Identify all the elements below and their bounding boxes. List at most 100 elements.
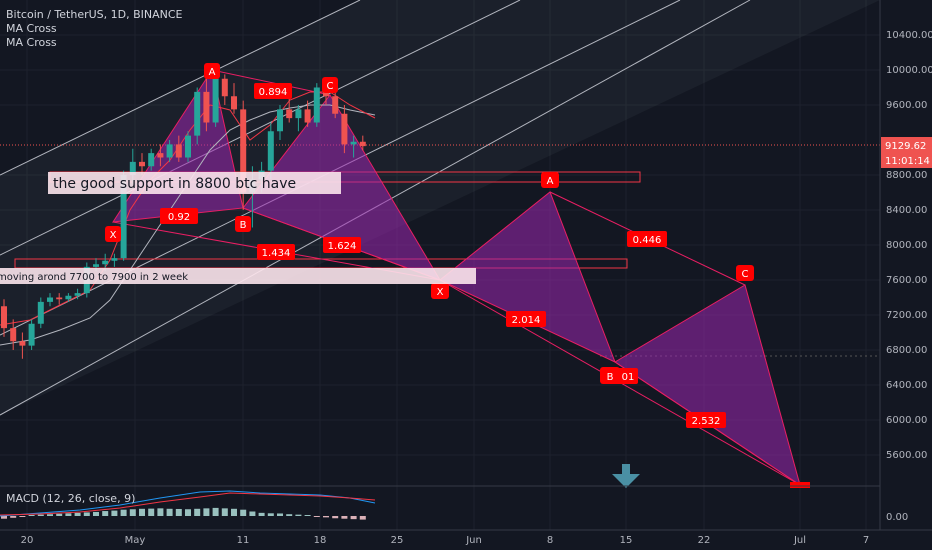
macd-bar <box>37 514 44 516</box>
macd-bar <box>157 508 164 516</box>
candle-body <box>148 153 155 167</box>
time-tick: 7 <box>863 535 869 546</box>
label-c2-box <box>736 265 754 281</box>
candle-body <box>277 109 283 132</box>
macd-bar <box>277 513 283 516</box>
arrow-down-icon[interactable] <box>612 464 640 488</box>
macd-bar <box>47 514 53 516</box>
candle-body <box>120 175 127 259</box>
candle-body <box>221 78 228 97</box>
macd-histogram <box>1 507 366 520</box>
macd-bar <box>341 516 348 519</box>
current-price-badge: 9129.62 11:01:14 <box>881 137 932 168</box>
macd-bar <box>120 509 127 516</box>
macd-bar <box>1 516 7 519</box>
time-tick: 8 <box>547 535 553 546</box>
time-tick: 15 <box>620 535 633 546</box>
candle-body <box>129 161 136 175</box>
candle-body <box>19 341 26 346</box>
macd-bar <box>350 516 357 520</box>
macd-bar <box>139 508 145 516</box>
candle-body <box>332 96 339 114</box>
candle-body <box>313 87 320 123</box>
harmonic-pattern-2[interactable] <box>439 191 801 487</box>
ratio-0446: 0.446 <box>633 235 662 246</box>
label-a2-box <box>541 172 559 188</box>
indicator-ma-cross-1[interactable]: MA Cross <box>6 22 57 35</box>
macd-bar <box>304 515 311 516</box>
price-axis: 10400.00 10000.00 9600.00 8800.00 8400.0… <box>886 30 932 523</box>
price-tick: 6800.00 <box>886 345 927 356</box>
range-note[interactable]: moving arond 7700 to 7900 in 2 week <box>0 268 476 284</box>
candle-body <box>157 153 164 158</box>
macd-bar <box>28 515 35 516</box>
countdown-timer: 11:01:14 <box>885 156 930 167</box>
candlestick-series <box>1 70 366 359</box>
macd-bar <box>313 516 320 517</box>
price-tick: 8800.00 <box>886 170 927 181</box>
candle-body <box>102 260 109 265</box>
time-tick: 25 <box>391 535 404 546</box>
label-d2-box <box>790 482 810 488</box>
macd-bar <box>258 512 265 516</box>
price-tick: 6400.00 <box>886 380 927 391</box>
macd-bar <box>295 514 302 516</box>
pattern-point-labels: A C B X A C X <box>105 63 810 488</box>
label-b2: B <box>607 372 614 383</box>
macd-line <box>0 490 376 517</box>
time-tick: 18 <box>314 535 327 546</box>
macd-title[interactable]: MACD (12, 26, close, 9) <box>6 492 136 505</box>
macd-bar <box>175 508 182 516</box>
indicator-ma-cross-2[interactable]: MA Cross <box>6 36 57 49</box>
label-b1-box <box>235 216 251 232</box>
macd-bar <box>286 514 293 516</box>
time-tick: Jul <box>793 535 806 546</box>
macd-bar <box>203 508 210 516</box>
candle-body <box>10 328 17 342</box>
price-tick: 6000.00 <box>886 415 927 426</box>
label-a1-box <box>204 63 220 79</box>
macd-bar <box>74 512 81 516</box>
price-tick: 7200.00 <box>886 310 927 321</box>
time-tick: 20 <box>21 535 34 546</box>
support-note[interactable]: the good support in 8800 btc have <box>48 172 341 194</box>
candle-body <box>139 161 145 167</box>
slow-ma-line <box>0 104 376 346</box>
label-a1: A <box>209 67 216 78</box>
label-x2: X <box>437 287 444 298</box>
candle-body <box>175 144 182 158</box>
ratio-2014: 2.014 <box>512 315 541 326</box>
price-tick: 10400.00 <box>886 30 932 41</box>
candle-body <box>28 323 35 346</box>
macd-bar <box>93 511 99 516</box>
macd-bar <box>10 516 17 518</box>
svg-text:9129.62: 9129.62 <box>885 141 926 152</box>
candle-body <box>295 109 302 119</box>
macd-bar <box>65 513 72 516</box>
price-tick: 8400.00 <box>886 205 927 216</box>
ratio-labels: 0.894 0.92 1.434 1.624 0.446 2.014 2.532… <box>160 83 726 428</box>
candle-body <box>240 109 247 193</box>
candle-body <box>74 293 81 296</box>
label-x2-box <box>431 283 449 299</box>
ratio-1624: 1.624 <box>328 241 357 252</box>
candle-body <box>304 109 311 123</box>
macd-bar <box>221 508 228 516</box>
label-a2: A <box>547 176 554 187</box>
price-tick: 7600.00 <box>886 275 927 286</box>
candle-body <box>194 91 201 136</box>
time-tick: 22 <box>698 535 711 546</box>
macd-bar <box>83 512 90 516</box>
vertical-grid <box>26 0 867 530</box>
macd-bar <box>332 516 339 519</box>
label-x1-box <box>105 226 121 242</box>
ratio-2532: 2.532 <box>692 416 721 427</box>
candle-body <box>231 96 237 110</box>
ratio-1434: 1.434 <box>262 248 291 259</box>
ratio-0894: 0.894 <box>259 87 288 98</box>
macd-bar <box>102 511 109 516</box>
candle-body <box>185 135 191 158</box>
range-note-text: moving arond 7700 to 7900 in 2 week <box>0 272 188 283</box>
candle-body <box>350 141 357 145</box>
